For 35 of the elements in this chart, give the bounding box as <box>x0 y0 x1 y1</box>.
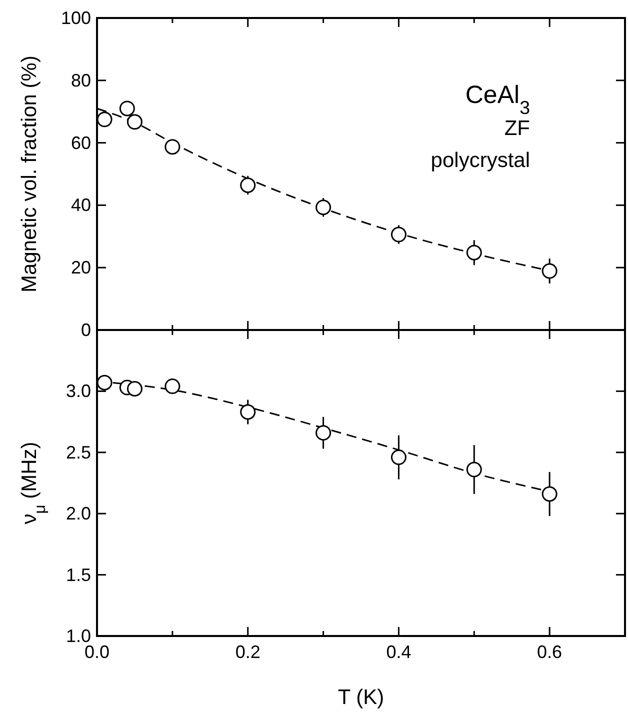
y-tick-label: 2.0 <box>66 504 91 524</box>
point <box>240 177 256 193</box>
x-tick-label: 0.6 <box>537 642 562 662</box>
point <box>164 378 180 394</box>
annotation: ZF <box>504 117 530 140</box>
point <box>119 100 135 116</box>
point <box>542 263 558 279</box>
annotation: CeAl$_{3}$ <box>465 81 530 118</box>
y-tick-label: 100 <box>60 8 91 28</box>
point <box>126 381 142 396</box>
y-axis-title: Magnetic vol. fraction (%) <box>18 56 41 292</box>
y-tick-label: 0 <box>80 320 91 340</box>
point <box>126 114 142 130</box>
y-tick-label: 20 <box>70 258 91 278</box>
point <box>466 244 482 260</box>
point <box>466 462 482 478</box>
y-tick-label: 40 <box>70 195 91 216</box>
y-tick-label: 60 <box>70 132 91 153</box>
point <box>390 226 406 242</box>
y-tick-label: 80 <box>70 70 91 90</box>
point <box>96 374 112 390</box>
y-tick-label: 2.5 <box>66 442 91 462</box>
point <box>542 486 558 502</box>
y-tick-label: 3.0 <box>66 381 91 402</box>
y-tick-label: 1.5 <box>66 564 91 585</box>
x-tick-label: 0.2 <box>235 642 260 662</box>
point <box>164 139 180 155</box>
annotation: polycrystal <box>430 149 530 172</box>
x-tick-label: 0.4 <box>386 642 412 662</box>
point <box>240 404 256 420</box>
point <box>316 425 332 441</box>
point <box>316 200 332 216</box>
x-axis-title: T (K) <box>338 686 384 709</box>
point <box>96 112 112 128</box>
point <box>390 450 406 466</box>
